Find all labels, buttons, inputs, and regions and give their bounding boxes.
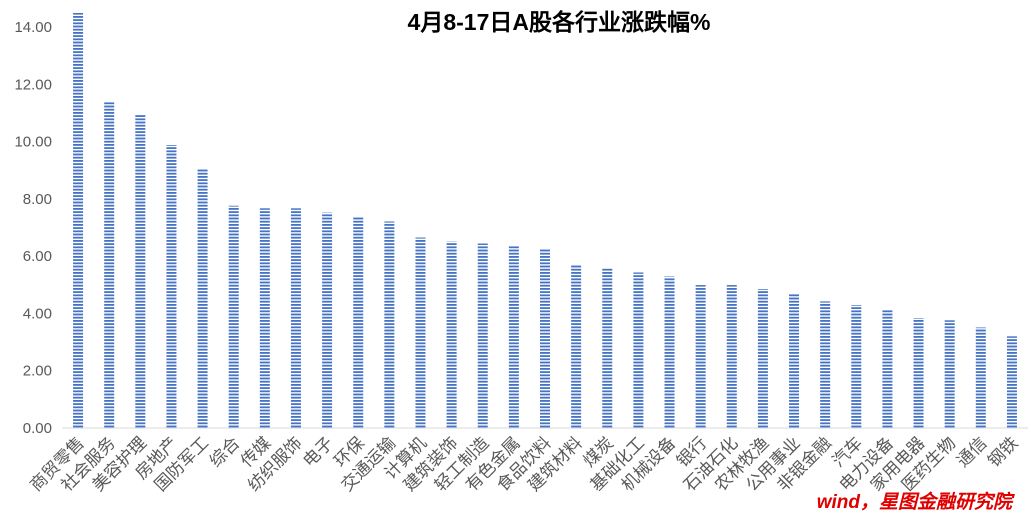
bar — [166, 145, 177, 428]
bar — [290, 208, 301, 428]
bar — [384, 221, 395, 428]
bar — [975, 327, 986, 428]
y-tick-label: 4.00 — [23, 305, 52, 322]
bar — [228, 205, 239, 428]
bar — [602, 268, 613, 428]
bar — [944, 320, 955, 428]
bar — [757, 289, 768, 428]
y-tick-label: 6.00 — [23, 248, 52, 265]
bar — [664, 276, 675, 428]
y-tick-label: 14.00 — [14, 19, 52, 36]
bar — [135, 114, 146, 429]
bar — [104, 102, 115, 429]
bars — [73, 12, 1017, 429]
bar — [820, 301, 831, 428]
source-annotation: wind，星图金融研究院 — [817, 491, 1015, 513]
bar — [633, 272, 644, 428]
bar — [446, 241, 457, 428]
bar — [851, 305, 862, 428]
bar — [322, 212, 333, 428]
y-tick-label: 10.00 — [14, 134, 52, 151]
y-tick-label: 2.00 — [23, 363, 52, 380]
y-tick-label: 12.00 — [14, 76, 52, 93]
y-tick-label: 0.00 — [23, 420, 52, 437]
bar — [695, 285, 706, 428]
y-tick-label: 8.00 — [23, 191, 52, 208]
bar — [789, 293, 800, 428]
bar — [1006, 336, 1017, 428]
bar — [508, 246, 519, 428]
chart-title: 4月8-17日A股各行业涨跌幅% — [408, 9, 711, 35]
bar — [913, 318, 924, 428]
bar — [415, 237, 426, 428]
bar — [73, 12, 84, 428]
bar — [259, 208, 270, 428]
x-tick-label: 通信 — [953, 433, 990, 470]
bar — [571, 265, 582, 428]
bar — [197, 169, 208, 429]
x-axis-category-labels: 商贸零售社会服务美容护理房地产国防军工综合传媒纺织服饰电子环保交通运输计算机建筑… — [26, 433, 1021, 495]
bar — [726, 285, 737, 428]
bar — [540, 248, 550, 428]
x-tick-label: 钢铁 — [984, 433, 1021, 470]
bar — [353, 217, 364, 428]
x-tick-label: 综合 — [206, 433, 243, 470]
bar — [477, 243, 488, 428]
y-axis-tick-labels: 0.00 2.00 4.00 6.00 8.00 10.00 12.00 14.00 — [14, 19, 52, 437]
bar — [882, 309, 893, 428]
x-tick-label: 电子 — [299, 433, 336, 470]
